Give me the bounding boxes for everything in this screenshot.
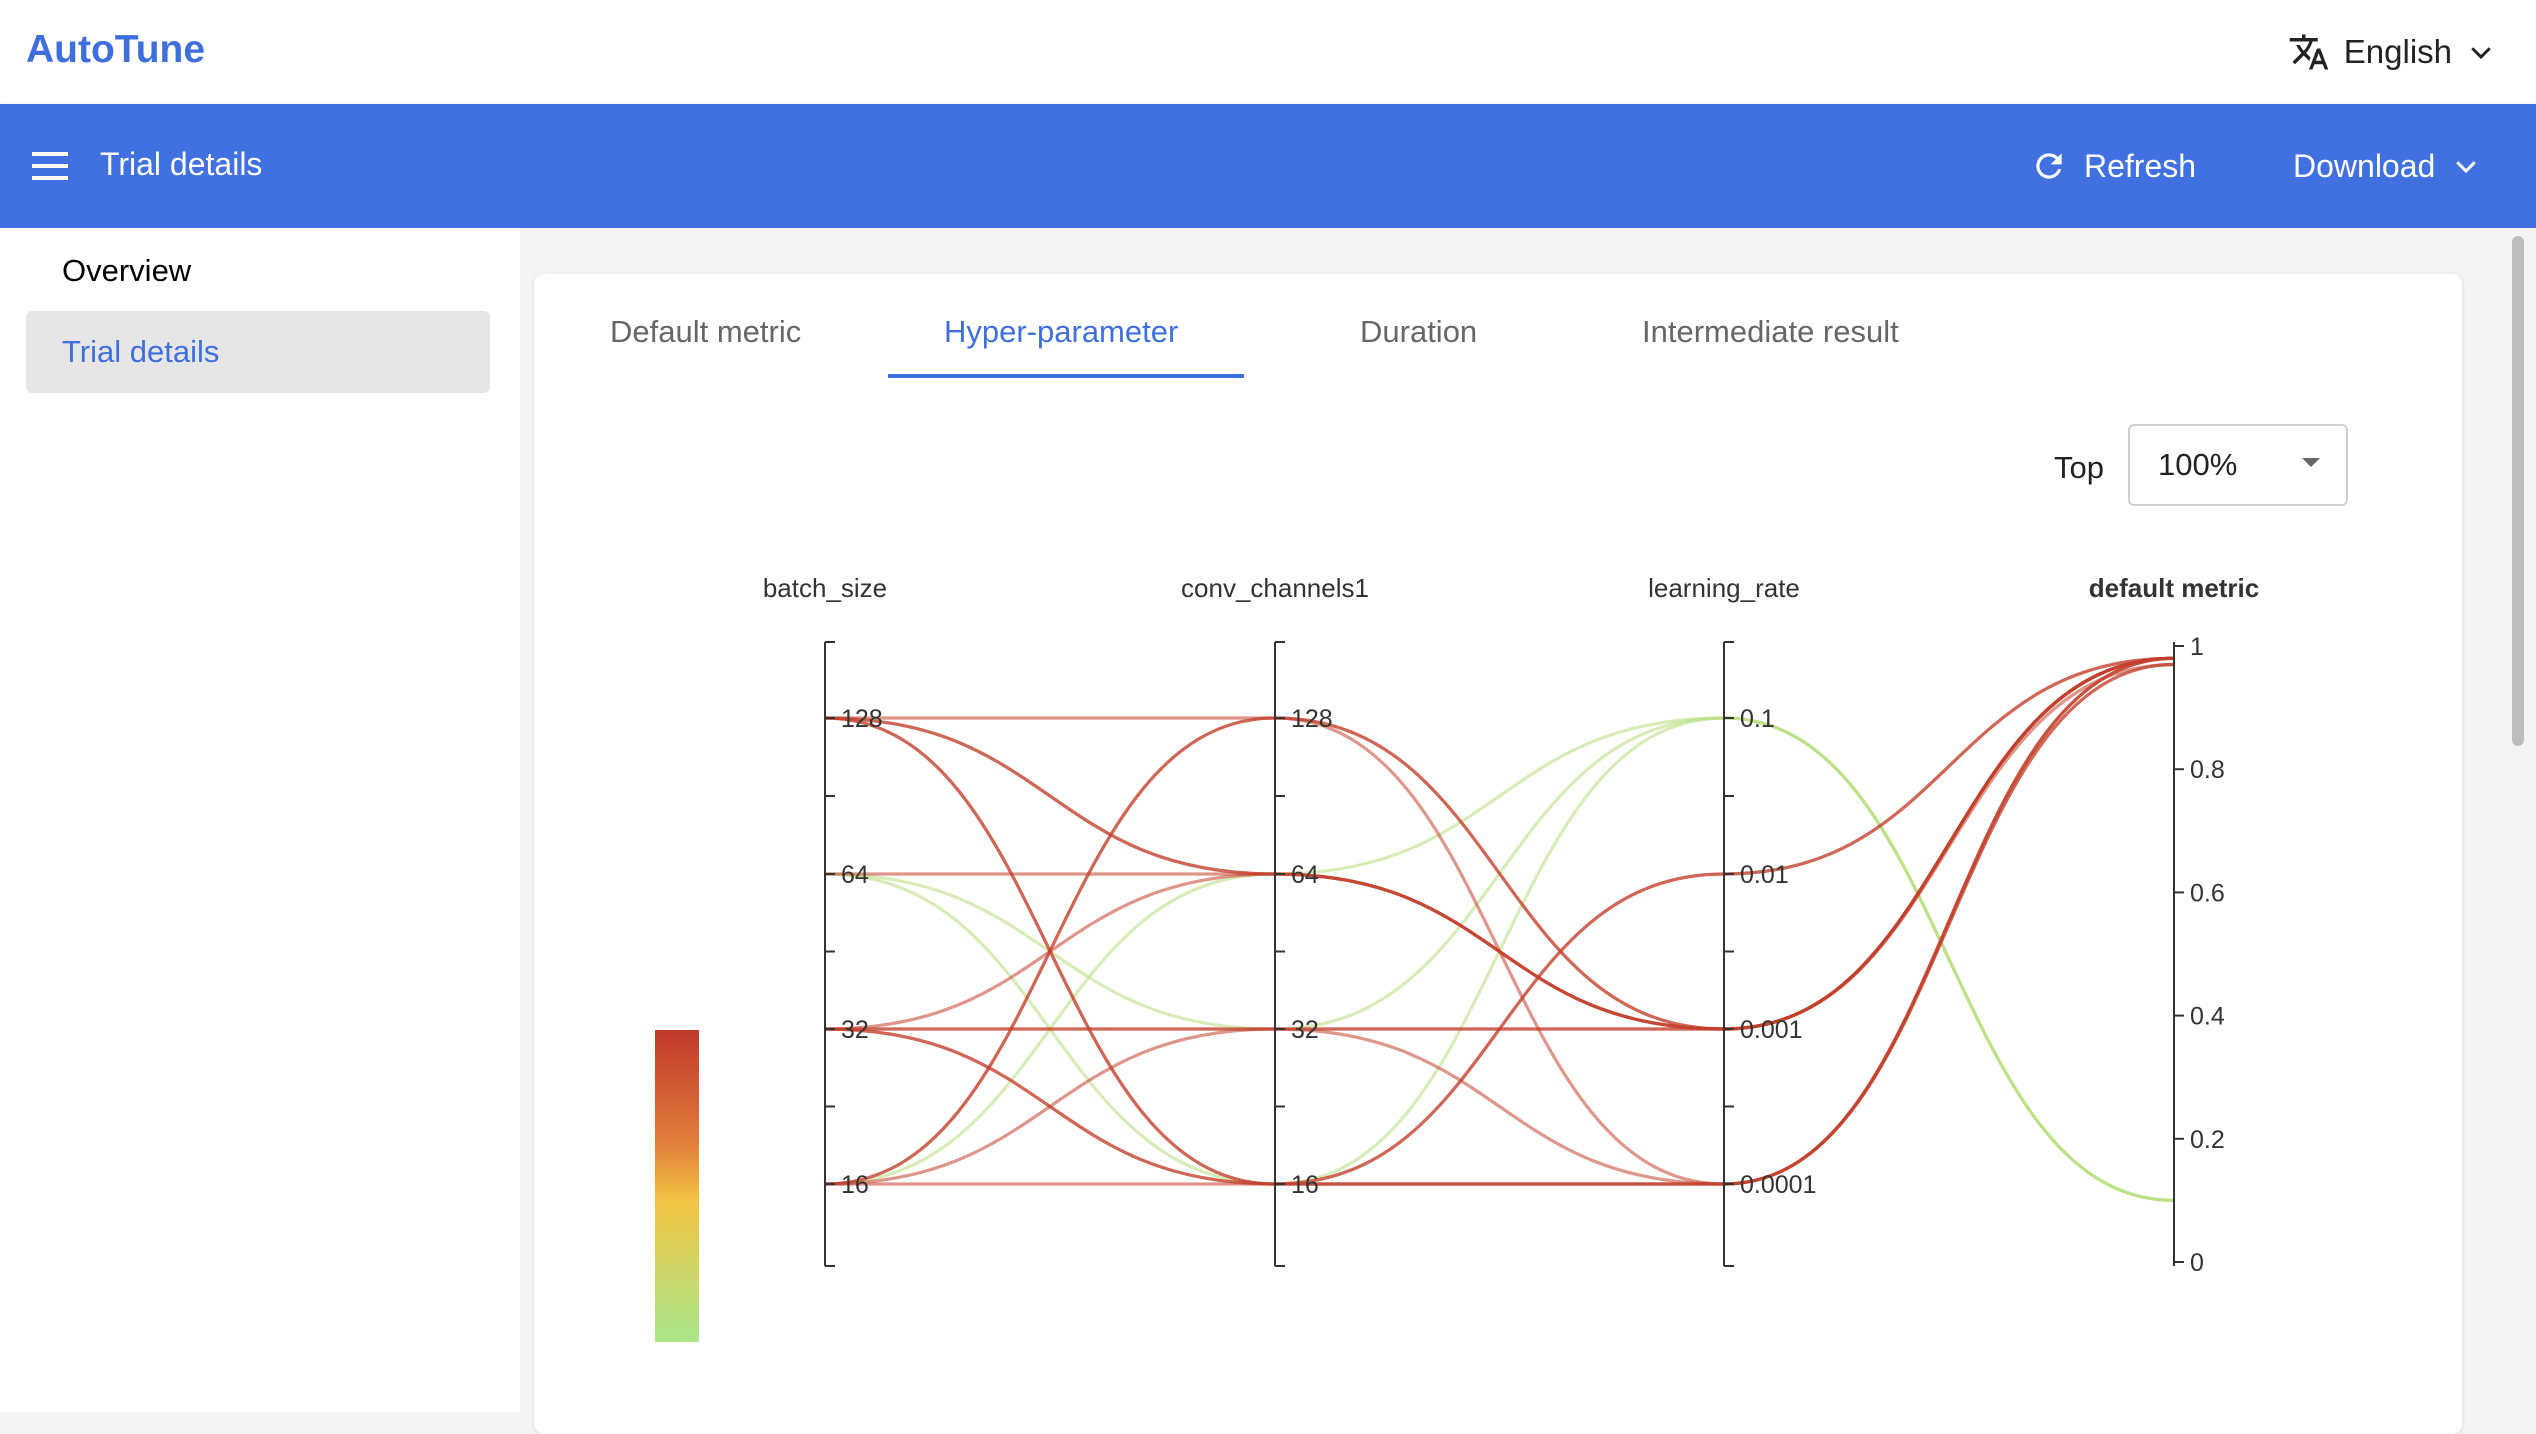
- tick-label: 0.001: [1740, 1016, 1803, 1044]
- tab-default-metric[interactable]: Default metric: [610, 314, 802, 349]
- sidebar-item-overview[interactable]: Overview: [26, 230, 490, 312]
- trial-line[interactable]: [824, 656, 2175, 1031]
- trial-line[interactable]: [824, 656, 2175, 1031]
- sidebar-item-label: Trial details: [62, 334, 220, 369]
- trial-line[interactable]: [824, 716, 2175, 1202]
- tab-hyper-parameter[interactable]: Hyper-parameter: [944, 314, 1179, 349]
- tick-label: 0: [2190, 1249, 2204, 1277]
- tick-label: 1: [2190, 633, 2204, 661]
- language-selector[interactable]: English: [2288, 24, 2496, 80]
- trial-line[interactable]: [824, 656, 2175, 1186]
- parallel-coordinates-chart[interactable]: batch_size 128 64 32 16 conv_channels1 128 64 32…: [534, 274, 2462, 1404]
- color-scale-bar: [655, 1030, 699, 1342]
- menu-icon[interactable]: [30, 148, 70, 184]
- page-header: Trial details Refresh Download: [0, 104, 2536, 228]
- scrollbar[interactable]: [2500, 228, 2536, 1412]
- trial-line[interactable]: [825, 662, 2175, 1186]
- caret-down-icon: [2302, 458, 2320, 467]
- sidebar-item-label: Overview: [62, 253, 192, 288]
- tick-label: 32: [1291, 1016, 1319, 1044]
- tick-label: 0.1: [1740, 705, 1775, 733]
- tick-label: 64: [841, 861, 869, 889]
- chevron-down-icon: [2456, 161, 2477, 174]
- tick-label: 128: [1291, 705, 1333, 733]
- tick-label: 0.01: [1740, 861, 1789, 889]
- translate-icon: [2289, 34, 2329, 70]
- trial-line[interactable]: [824, 716, 2175, 1202]
- chevron-down-icon: [2471, 47, 2491, 60]
- axis-label: conv_channels1: [1181, 573, 1369, 603]
- top-filter-label: Top: [2054, 450, 2104, 485]
- sidebar: Overview Trial details: [0, 228, 520, 1412]
- trial-line[interactable]: [825, 656, 2175, 1031]
- download-button[interactable]: Download: [2293, 140, 2481, 192]
- tick-label: 16: [1291, 1171, 1319, 1199]
- trial-line[interactable]: [825, 656, 2175, 1031]
- active-tab-indicator: [888, 374, 1244, 378]
- trial-line[interactable]: [824, 716, 2175, 1202]
- main-content: Default metric Hyper-parameter Duration …: [520, 228, 2500, 1434]
- top-filter-value: 100%: [2158, 447, 2238, 482]
- scrollbar-thumb[interactable]: [2512, 236, 2524, 746]
- tick-label: 0.8: [2190, 756, 2225, 784]
- download-label: Download: [2293, 147, 2436, 184]
- top-filter-select[interactable]: 100%: [2128, 424, 2348, 506]
- refresh-label: Refresh: [2084, 147, 2197, 184]
- tick-label: 64: [1291, 861, 1319, 889]
- tab-duration[interactable]: Duration: [1360, 314, 1478, 349]
- chart-panel: Default metric Hyper-parameter Duration …: [534, 274, 2462, 1434]
- tick-label: 16: [841, 1171, 869, 1199]
- axis-label: learning_rate: [1648, 573, 1800, 603]
- tab-intermediate-result[interactable]: Intermediate result: [1642, 314, 1899, 349]
- tick-label: 0.2: [2190, 1126, 2225, 1154]
- page-title: Trial details: [100, 146, 263, 182]
- tick-label: 32: [841, 1016, 869, 1044]
- refresh-icon: [2036, 153, 2062, 179]
- sidebar-item-trial-details[interactable]: Trial details: [26, 311, 490, 393]
- tick-label: 128: [841, 705, 883, 733]
- trial-line[interactable]: [824, 656, 2175, 1186]
- top-bar: AutoTune English: [0, 0, 2536, 104]
- trial-line[interactable]: [824, 656, 2175, 1031]
- language-label: English: [2343, 33, 2452, 70]
- axis-label: batch_size: [763, 573, 887, 603]
- tick-label: 0.0001: [1740, 1171, 1816, 1199]
- tick-label: 0.4: [2190, 1003, 2225, 1031]
- app-brand[interactable]: AutoTune: [26, 28, 206, 71]
- axis-label: default metric: [2089, 573, 2260, 603]
- refresh-button[interactable]: Refresh: [2030, 140, 2196, 192]
- tick-label: 0.6: [2190, 879, 2225, 907]
